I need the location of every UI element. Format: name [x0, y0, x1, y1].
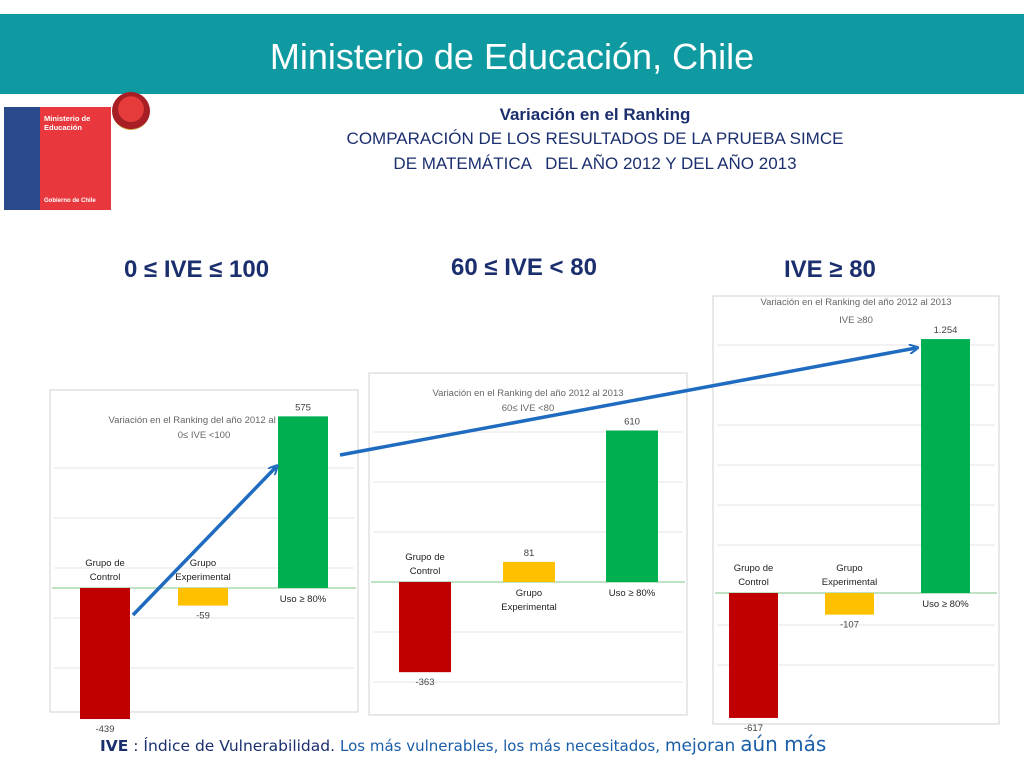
title-banner: Ministerio de Educación, Chile: [0, 14, 1024, 94]
chart3-value-label: 1.254: [934, 325, 958, 336]
chart1-category-label: Experimental: [175, 572, 230, 583]
chart3-category-label: Grupo de: [734, 563, 774, 574]
chart3-value-label: -107: [840, 620, 859, 631]
chart3-category-label: Control: [738, 577, 769, 588]
chart3-value-label: -617: [744, 723, 763, 734]
chart1-bar-3: [278, 416, 328, 588]
chart3-category-label: Uso ≥ 80%: [922, 599, 969, 610]
chart1-value-label: 575: [295, 402, 311, 413]
chart2-value-label: -363: [415, 677, 434, 688]
chart2-title: Variación en el Ranking del año 2012 al …: [432, 388, 623, 399]
chart2-value-label: 81: [524, 548, 535, 559]
subtitle-line2: DE MATEMÁTICA DEL AÑO 2012 Y DEL AÑO 201…: [393, 154, 797, 173]
seal-icon: [112, 92, 150, 130]
subtitle-block: Variación en el Ranking COMPARACIÓN DE L…: [250, 103, 940, 176]
footer-aun-mas: aún más: [740, 732, 827, 756]
chart2-bar-1: [399, 582, 451, 673]
chart2-bar-2: [503, 561, 555, 582]
chart1-bar-1: [80, 588, 130, 720]
chart1-bar-2: [178, 588, 228, 606]
chart1-value-label: -59: [196, 611, 210, 622]
chart1-category-label: Grupo: [190, 558, 216, 569]
footer: IVE : Índice de Vulnerabilidad. Los más …: [100, 732, 826, 756]
chart1-subtitle: 0≤ IVE <100: [178, 430, 231, 441]
footer-ive: IVE: [100, 737, 129, 755]
chart3-category-label: Experimental: [822, 577, 877, 588]
arrows-layer: [131, 348, 916, 617]
trend-arrow-2: [339, 348, 916, 457]
range-label-1: 0 ≤ IVE ≤ 100: [124, 256, 270, 283]
range-label-3: IVE ≥ 80: [784, 256, 876, 283]
chart2-category-label: Control: [410, 566, 441, 577]
chart2-category-label: Grupo de: [405, 552, 445, 563]
trend-arrow-1: [131, 467, 276, 617]
logo-blue-band: [4, 107, 40, 210]
subtitle-line1: COMPARACIÓN DE LOS RESULTADOS DE LA PRUE…: [346, 129, 844, 148]
chart2-category-label: Experimental: [501, 602, 556, 613]
chart3-title: Variación en el Ranking del año 2012 al …: [760, 297, 951, 308]
chart2-subtitle: 60≤ IVE <80: [502, 403, 555, 414]
charts-layer: Variación en el Ranking del año 2012 al …: [49, 295, 1000, 735]
chart3-bar-3: [921, 339, 970, 593]
chart3-bar-2: [825, 593, 874, 615]
chart1-value-label: -439: [95, 724, 114, 735]
subtitle-bold: Variación en el Ranking: [499, 105, 691, 124]
chart2-bar-3: [606, 430, 658, 582]
chart3-bar-1: [729, 593, 778, 718]
chart1-category-label: Control: [90, 572, 121, 583]
logo-line1: Ministerio de: [44, 114, 91, 123]
page-title: Ministerio de Educación, Chile: [269, 36, 755, 77]
chart1-category-label: Uso ≥ 80%: [280, 594, 327, 605]
range-label-2: 60 ≤ IVE < 80: [451, 254, 597, 281]
footer-definition: : Índice de Vulnerabilidad.: [128, 737, 336, 755]
footer-vulnerables: Los más vulnerables, los más necesitados…: [339, 737, 661, 755]
chart1-title: Variación en el Ranking del año 2012 al …: [108, 415, 299, 426]
chart2-category-label: Grupo: [516, 588, 542, 599]
logo-line2: Educación: [44, 123, 82, 132]
chart2-category-label: Uso ≥ 80%: [609, 588, 656, 599]
chart3-subtitle: IVE ≥80: [839, 315, 873, 326]
footer-mejoran: mejoran: [664, 736, 736, 756]
logo-gobierno: Gobierno de Chile: [44, 198, 96, 204]
chart3-category-label: Grupo: [836, 563, 862, 574]
chart1-category-label: Grupo de: [85, 558, 125, 569]
ministry-logo: Ministerio de Educación Gobierno de Chil…: [4, 107, 111, 210]
chart2-value-label: 610: [624, 416, 640, 427]
